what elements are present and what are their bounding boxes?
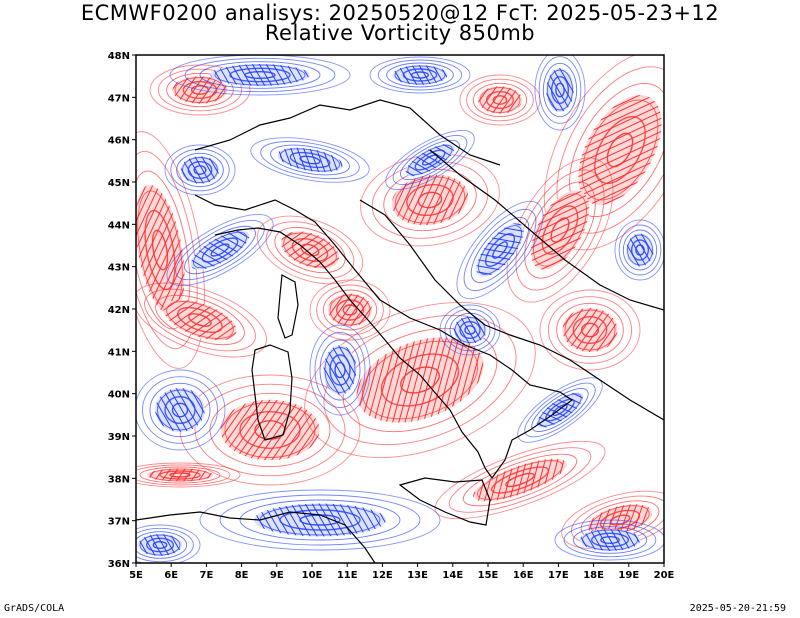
negative-vorticity-contours [517, 377, 603, 443]
italy-coastline [194, 194, 574, 480]
lon-label: 19E [618, 570, 639, 581]
lat-label: 39N [108, 432, 130, 443]
negative-vorticity-contours [456, 200, 544, 300]
corsica-coastline [277, 274, 299, 339]
negative-vorticity-contours [614, 219, 664, 281]
positive-vorticity-contours [434, 440, 606, 520]
negative-vorticity-contours [164, 144, 236, 196]
positive-vorticity-contours [136, 131, 206, 369]
positive-vorticity-contours [459, 74, 541, 126]
positive-vorticity-contours [539, 289, 641, 371]
lon-label: 17E [548, 570, 569, 581]
adriatic-east-coast [359, 199, 664, 421]
title-line-2: Relative Vorticity 850mb [264, 21, 536, 45]
africa-coastline [136, 511, 376, 563]
negative-vorticity-contours [534, 55, 586, 131]
lon-label: 8E [235, 570, 249, 581]
negative-vorticity-contours [385, 130, 475, 190]
lon-label: 10E [302, 570, 323, 581]
lat-label: 36N [108, 559, 130, 570]
lat-label: 41N [108, 347, 130, 358]
negative-vorticity-contours [199, 489, 441, 551]
footer-timestamp: 2025-05-20-21:59 [689, 603, 786, 614]
lon-label: 5E [129, 570, 143, 581]
lon-label: 12E [372, 570, 393, 581]
footer-credit: GrADS/COLA [4, 603, 65, 614]
negative-vorticity-contours [136, 369, 226, 451]
positive-vorticity-contours [256, 215, 364, 285]
lon-label: 13E [407, 570, 428, 581]
negative-vorticity-contours [554, 519, 664, 561]
lon-label: 6E [164, 570, 178, 581]
negative-vorticity-contours [136, 524, 201, 563]
lat-label: 46N [108, 136, 130, 147]
lat-label: 45N [108, 178, 130, 189]
lat-label: 37N [108, 517, 130, 528]
vorticity-contours [136, 55, 664, 563]
negative-vorticity-contours [166, 214, 274, 286]
lon-label: 11E [337, 570, 358, 581]
lon-label: 9E [270, 570, 284, 581]
negative-vorticity-contours [169, 55, 351, 96]
contour-field [136, 55, 664, 563]
map-axes: 48N 47N 46N 45N 44N 43N 42N 41N 40N 39N 38N 37N 36N5… [108, 51, 675, 581]
lat-label: 43N [108, 263, 130, 274]
lon-label: 16E [513, 570, 534, 581]
negative-vorticity-contours [250, 137, 370, 183]
alps-border [194, 99, 501, 166]
lat-label: 38N [108, 474, 130, 485]
lon-label: 20E [654, 570, 675, 581]
negative-vorticity-contours [369, 56, 471, 94]
lat-label: 44N [108, 220, 130, 231]
lat-label: 47N [108, 93, 130, 104]
lat-label: 48N [108, 51, 130, 62]
title-line-1: ECMWF0200 analisys: 20250520@12 FcT: 202… [80, 1, 720, 25]
coastlines [136, 99, 664, 563]
positive-vorticity-contours [506, 157, 614, 303]
positive-vorticity-contours [304, 302, 536, 458]
positive-vorticity-contours [136, 282, 268, 358]
lon-label: 18E [583, 570, 604, 581]
sardinia-coastline [251, 344, 293, 441]
negative-vorticity-contours [439, 304, 501, 356]
sicily-coastline [398, 477, 491, 526]
negative-vorticity-contours [309, 324, 371, 416]
lat-label: 40N [108, 390, 130, 401]
positive-vorticity-contours [179, 374, 361, 486]
lat-label: 42N [108, 305, 130, 316]
lon-label: 14E [442, 570, 463, 581]
positive-vorticity-contours [136, 462, 241, 488]
lon-label: 7E [200, 570, 214, 581]
balkan-border [429, 149, 664, 311]
lon-label: 15E [478, 570, 499, 581]
